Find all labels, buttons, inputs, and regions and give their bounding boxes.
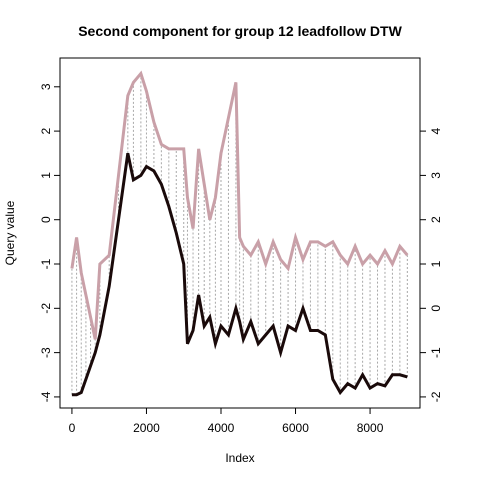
y-tick-label: -4 [39,391,53,402]
x-tick-label: 0 [69,421,76,435]
x-tick-label: 2000 [133,421,160,435]
y-tick-label: -1 [39,258,53,269]
y2-tick-label: 1 [429,260,443,267]
y2-tick-label: 4 [429,127,443,134]
y2-tick-label: 3 [429,172,443,179]
x-tick-label: 8000 [357,421,384,435]
series-line [70,70,409,340]
y-tick-label: -3 [39,347,53,358]
series-line [71,152,408,397]
y2-tick-label: -1 [429,347,443,358]
x-tick-label: 6000 [282,421,309,435]
y-tick-label: 2 [39,127,53,134]
y-tick-label: 1 [39,172,53,179]
y-tick-label: 3 [39,83,53,90]
y-tick-label: -2 [39,303,53,314]
chart-title: Second component for group 12 leadfollow… [78,23,402,39]
y-axis-label: Query value [3,200,17,265]
x-tick-label: 4000 [208,421,235,435]
plot-frame [59,57,421,409]
y2-tick-label: 0 [429,305,443,312]
y-tick-label: 0 [39,216,53,223]
y2-tick-label: -2 [429,391,443,402]
x-axis-label: Index [225,451,254,465]
y2-tick-label: 2 [429,216,443,223]
